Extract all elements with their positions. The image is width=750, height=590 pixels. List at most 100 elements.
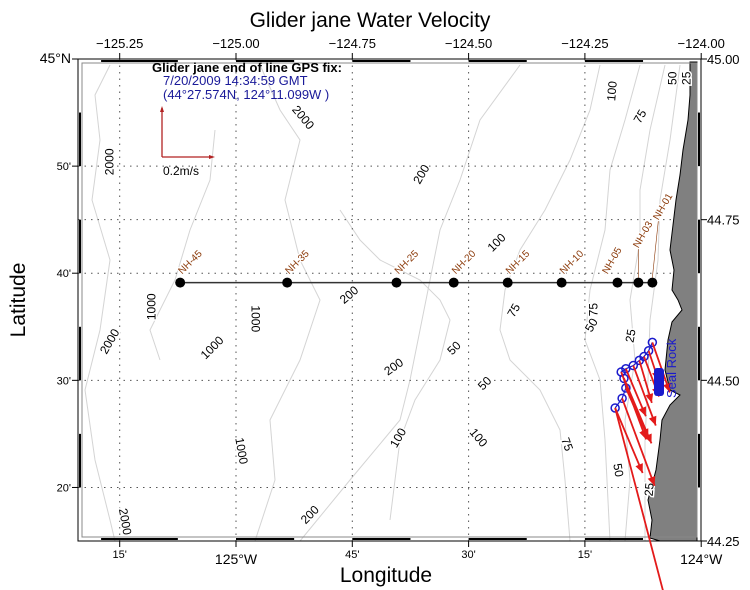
tick-label-top: −125.25: [96, 36, 143, 51]
station-marker: [647, 277, 658, 288]
seal-rock-label: Seal Rock: [664, 338, 679, 398]
seal-rock-patch: [654, 368, 664, 396]
contour-line-5: [499, 64, 601, 542]
contour-line-3: [339, 209, 451, 521]
contour-label: 1000: [248, 305, 262, 332]
velocity-arrowhead: [648, 415, 657, 426]
contour-label: 75: [586, 303, 600, 317]
contour-label: 200: [381, 355, 406, 378]
scale-arrowhead-up: [160, 106, 164, 112]
tick-label-top: −124.00: [678, 36, 725, 51]
tick-label-bottom: 15': [578, 549, 592, 561]
station-label: NH-05: [601, 245, 625, 276]
contour-line-4: [299, 64, 521, 542]
station-label: NH-01: [651, 191, 675, 222]
station-label-leader: [652, 220, 659, 278]
tick-label-right: 44.25: [707, 534, 740, 549]
contour-label: 100: [467, 425, 491, 450]
station-marker: [633, 277, 644, 288]
tick-label-left: 40': [57, 268, 71, 280]
contour-label: 75: [631, 107, 650, 126]
y-axis-label: Latitude: [7, 263, 30, 338]
tick-label-bottom: 15': [113, 549, 127, 561]
tick-label-bottom: 124°W: [680, 551, 723, 567]
frame-outer: [77, 58, 702, 542]
contour-label: 200: [337, 283, 362, 307]
velocity-vector: [632, 365, 657, 426]
glider-surfacing-point: [619, 373, 629, 384]
contour-line-6: [584, 64, 641, 542]
contour-label: 100: [485, 230, 509, 254]
glider-surfacing-point: [647, 337, 658, 348]
tick-label-left: 45°N: [40, 50, 71, 66]
station-marker: [502, 277, 513, 288]
contour-label: 50: [475, 373, 495, 393]
glider-surfacing-point: [634, 355, 645, 366]
contour-label: 2000: [289, 103, 317, 133]
map-frame: [77, 58, 702, 542]
contour-label: 25: [623, 328, 639, 344]
contour-line-1: [254, 64, 321, 542]
velocity-arrowhead: [635, 463, 643, 473]
glider-surfacing-point: [610, 403, 620, 413]
station-marker: [282, 277, 293, 288]
contour-label: 50: [444, 338, 464, 358]
contour-label: 2000: [97, 326, 123, 356]
contour-label: 2000: [116, 507, 134, 536]
velocity-vector: [614, 407, 664, 590]
tick-label-left: 50': [57, 161, 71, 173]
contour-label: 75: [504, 301, 523, 320]
contour-label: 100: [604, 80, 620, 101]
velocity-arrowhead: [645, 393, 654, 403]
glider-surfacing-point: [643, 346, 654, 356]
seal-rock-marker: Seal Rock: [654, 338, 679, 398]
tick-label-bottom: 125°W: [215, 551, 258, 567]
contour-label: 50: [665, 71, 679, 85]
contour-label: 200: [410, 162, 432, 187]
contour-label: 1000: [144, 293, 158, 320]
contour-label: 25: [679, 71, 693, 85]
map-title: Glider jane Water Velocity: [250, 9, 491, 32]
velocity-scale: 0.2m/s: [160, 106, 215, 178]
tick-label-top: −125.00: [212, 36, 259, 51]
tick-label-right: 44.50: [707, 373, 740, 388]
tick-label-top: −124.75: [329, 36, 376, 51]
station-marker: [612, 277, 623, 288]
station-label: NH-10: [558, 248, 587, 277]
gps-fix-heading: Glider jane end of line GPS fix:: [152, 60, 342, 75]
station-label: NH-03: [631, 219, 655, 250]
gps-fix-time: 7/20/2009 14:34:59 GMT: [163, 73, 308, 88]
gps-fix-annotation: Glider jane end of line GPS fix: 7/20/20…: [152, 60, 342, 102]
station-marker: [556, 277, 567, 288]
scale-arrowhead-right: [209, 155, 215, 159]
frame-inner: [81, 62, 698, 538]
contour-label: 50: [610, 462, 626, 478]
tick-label-right: 44.75: [707, 213, 740, 228]
contour-line-0: [84, 64, 116, 542]
station-line: NH-45 NH-35 NH-25 NH-20 NH-15 NH-10 NH-05NH-03…: [175, 190, 677, 288]
contour-label: 1000: [198, 333, 227, 362]
contour-label: 2000: [103, 148, 117, 175]
contour-line-2: [149, 129, 216, 361]
tick-label-left: 30': [57, 375, 71, 387]
velocity-arrowhead: [647, 475, 656, 486]
velocity-arrowhead: [638, 406, 647, 417]
station-label: NH-15: [504, 248, 533, 277]
velocity-vector: [625, 387, 650, 439]
contour-label: 50: [582, 316, 601, 335]
glider-surfacing-point: [617, 393, 627, 404]
tick-label-top: −124.50: [445, 36, 492, 51]
station-marker: [391, 277, 402, 288]
tick-label-bottom: 30': [461, 549, 475, 561]
contour-labels: 2000 2000 2000 2000 1000 1000 1000 1000 200 200 20…: [95, 70, 694, 538]
station-label: NH-25: [393, 248, 422, 277]
velocity-arrowhead: [663, 382, 671, 393]
station-label: NH-20: [450, 248, 479, 277]
station-marker: [175, 277, 186, 288]
tick-label-top: −124.25: [561, 36, 608, 51]
coastline-land: [647, 61, 698, 542]
contour-label: 100: [387, 425, 409, 450]
grid-lines: [78, 59, 701, 541]
contour-label: 200: [298, 502, 322, 526]
